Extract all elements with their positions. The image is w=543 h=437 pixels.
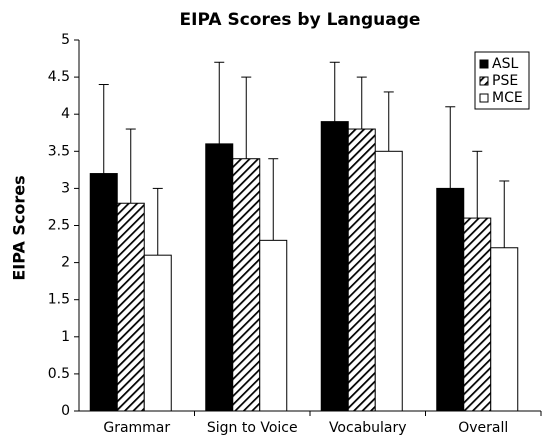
error-bar — [356, 76, 367, 130]
y-tick-label: 0.5 — [48, 366, 70, 382]
y-tick-label: 5 — [61, 32, 70, 48]
error-bar — [241, 76, 252, 159]
bar — [320, 121, 349, 412]
y-tick-label: 1 — [61, 329, 70, 345]
y-tick-label: 3.5 — [48, 143, 70, 159]
legend-swatch — [479, 59, 489, 69]
bar — [436, 187, 465, 412]
x-tick-label: Vocabulary — [329, 420, 407, 436]
error-bar — [152, 187, 163, 256]
y-tick-label: 4 — [61, 106, 70, 122]
y-tick-label: 3 — [61, 180, 70, 196]
y-axis-label: EIPA Scores — [10, 175, 29, 280]
error-bar — [383, 91, 394, 152]
chart-title: EIPA Scores by Language — [180, 10, 421, 30]
legend-label: PSE — [492, 73, 518, 89]
legend-label: MCE — [492, 90, 523, 106]
legend-swatch — [479, 93, 489, 103]
error-bar — [125, 128, 136, 204]
y-tick-label: 2 — [61, 255, 70, 271]
x-tick-label: Sign to Voice — [207, 420, 298, 436]
legend-swatch — [479, 76, 489, 86]
bar — [347, 128, 376, 412]
error-bar — [499, 180, 510, 248]
bar — [490, 247, 519, 412]
error-bar — [329, 61, 340, 122]
error-bar — [268, 158, 279, 241]
bar — [89, 173, 118, 412]
bar — [116, 202, 145, 412]
x-tick-label: Overall — [458, 420, 508, 436]
error-bar — [98, 84, 109, 174]
bar — [143, 254, 172, 412]
y-tick-label: 4.5 — [48, 69, 70, 85]
bar — [232, 158, 261, 412]
x-tick-label: Grammar — [103, 420, 170, 436]
bar — [259, 239, 288, 412]
bar — [205, 143, 234, 412]
y-tick-label: 1.5 — [48, 292, 70, 308]
legend-label: ASL — [492, 56, 518, 72]
error-bar — [472, 150, 483, 219]
bar — [374, 150, 403, 412]
bar — [463, 217, 492, 412]
error-bar — [214, 61, 225, 144]
error-bar — [445, 106, 456, 189]
y-tick-label: 0 — [61, 403, 70, 419]
y-tick-label: 2.5 — [48, 218, 70, 234]
